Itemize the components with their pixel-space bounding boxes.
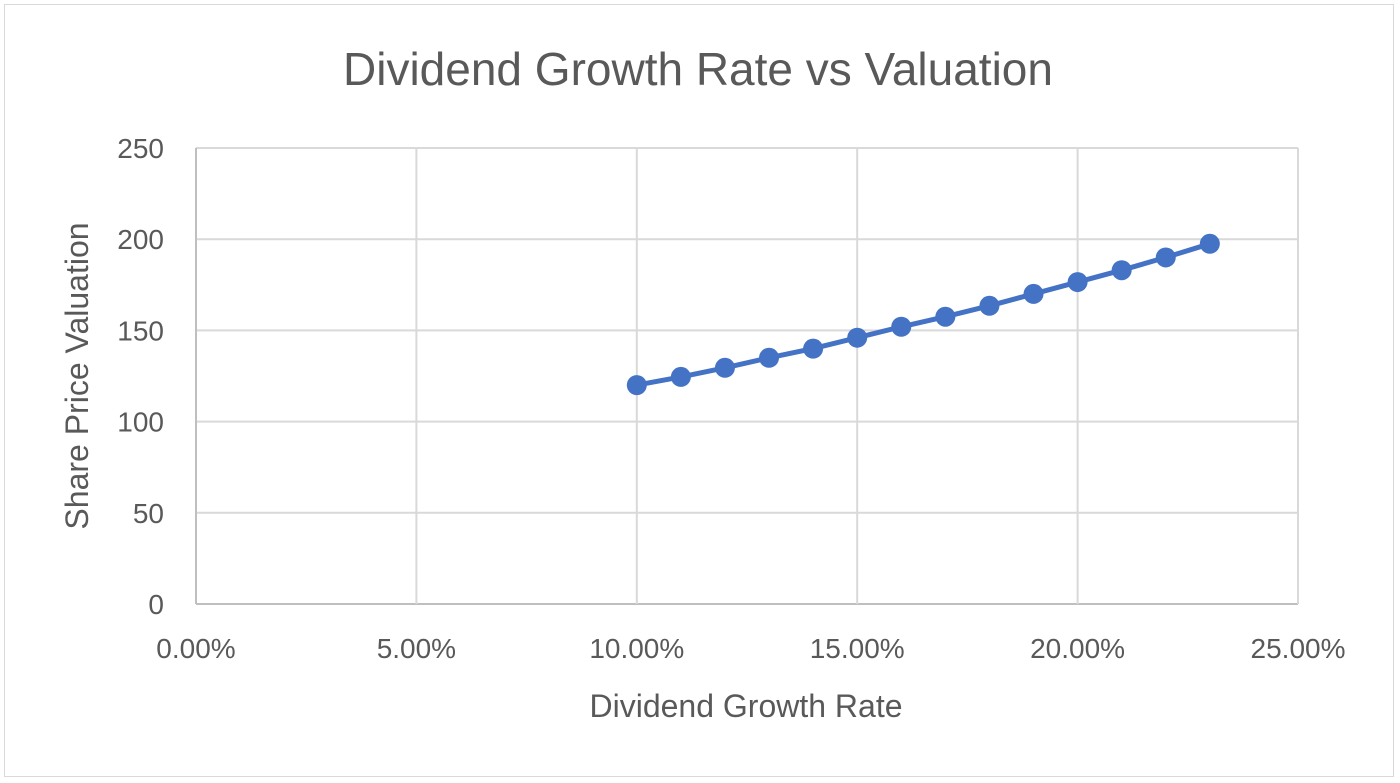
y-tick-label: 50 xyxy=(133,498,164,529)
series-group xyxy=(626,233,1220,396)
gridlines xyxy=(195,147,1299,605)
data-point xyxy=(803,338,824,359)
x-axis-ticks: 0.00% 5.00% 10.00% 15.00% 20.00% 25.00% xyxy=(156,633,1345,664)
data-point xyxy=(1067,272,1088,293)
x-tick-label: 25.00% xyxy=(1251,633,1346,664)
data-point xyxy=(935,306,956,327)
data-point xyxy=(626,375,647,396)
y-tick-label: 150 xyxy=(117,315,164,346)
chart-title: Dividend Growth Rate vs Valuation xyxy=(343,43,1053,95)
data-point xyxy=(714,357,735,378)
y-axis-ticks: 0 50 100 150 200 250 xyxy=(117,133,164,620)
x-axis-title: Dividend Growth Rate xyxy=(589,688,902,724)
chart-frame xyxy=(4,4,1394,777)
x-tick-label: 20.00% xyxy=(1030,633,1125,664)
x-tick-label: 5.00% xyxy=(377,633,456,664)
data-point xyxy=(847,327,868,348)
y-tick-label: 100 xyxy=(117,407,164,438)
data-point xyxy=(1023,283,1044,304)
y-tick-label: 250 xyxy=(117,133,164,164)
data-point xyxy=(670,366,691,387)
x-tick-label: 0.00% xyxy=(156,633,235,664)
data-point xyxy=(1199,233,1220,254)
y-axis-title: Share Price Valuation xyxy=(59,222,95,529)
x-tick-label: 15.00% xyxy=(810,633,905,664)
y-tick-label: 0 xyxy=(148,589,164,620)
data-point xyxy=(979,295,1000,316)
data-point xyxy=(759,347,780,368)
y-tick-label: 200 xyxy=(117,224,164,255)
data-point xyxy=(1111,260,1132,281)
data-point xyxy=(891,316,912,337)
data-point xyxy=(1155,247,1176,268)
x-tick-label: 10.00% xyxy=(589,633,684,664)
